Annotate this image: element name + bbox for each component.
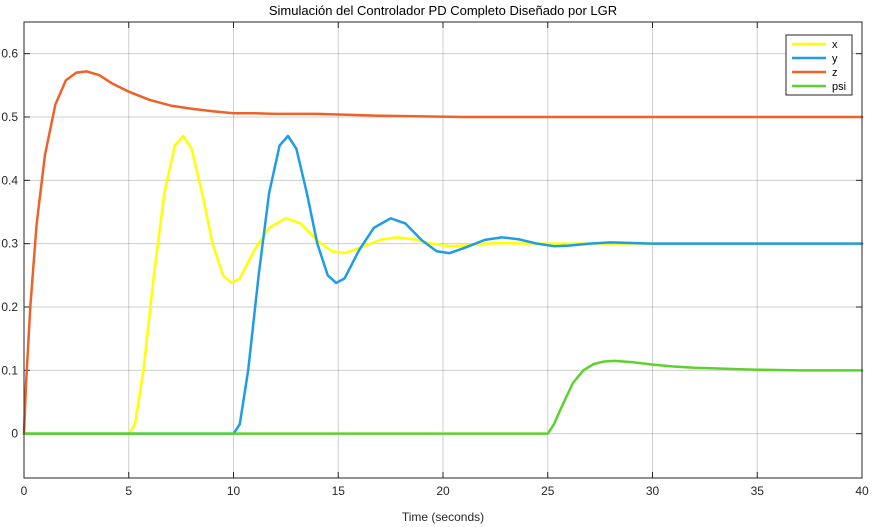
series-group [22,70,864,435]
y-tick-label: 0.6 [1,47,18,61]
series-line-z [22,70,864,435]
x-tick-label: 30 [646,484,660,498]
x-tick-label: 40 [855,484,869,498]
x-tick-label: 10 [227,484,241,498]
plot-border [23,21,863,479]
chart-title: Simulación del Controlador PD Completo D… [269,3,617,18]
x-tick-label: 15 [332,484,346,498]
legend-label-z: z [832,67,838,79]
x-tick-label: 0 [21,484,28,498]
x-tick-labels: 0 5 10 15 20 25 30 35 40 [21,484,869,498]
x-axis-label: Time (seconds) [402,510,484,524]
x-tick-label: 20 [436,484,450,498]
series-line-y [22,134,864,435]
y-tick-labels: 0 0.1 0.2 0.3 0.4 0.5 0.6 [1,47,18,441]
legend: xyz psi [785,34,853,96]
series-line-psi [22,359,864,435]
y-tick-label: 0.5 [1,110,18,124]
x-tick-label: 35 [751,484,765,498]
legend-label-psi: psi [832,81,846,93]
legend-label-y: y [832,53,838,65]
plot-area [24,22,862,478]
x-tick-label: 5 [125,484,132,498]
y-tick-label: 0.1 [1,363,18,377]
legend-label-x: x [832,39,838,51]
y-tick-label: 0 [11,427,18,441]
y-tick-label: 0.4 [1,173,18,187]
y-tick-label: 0.3 [1,237,18,251]
y-tick-label: 0.2 [1,300,18,314]
x-tick-label: 25 [541,484,555,498]
